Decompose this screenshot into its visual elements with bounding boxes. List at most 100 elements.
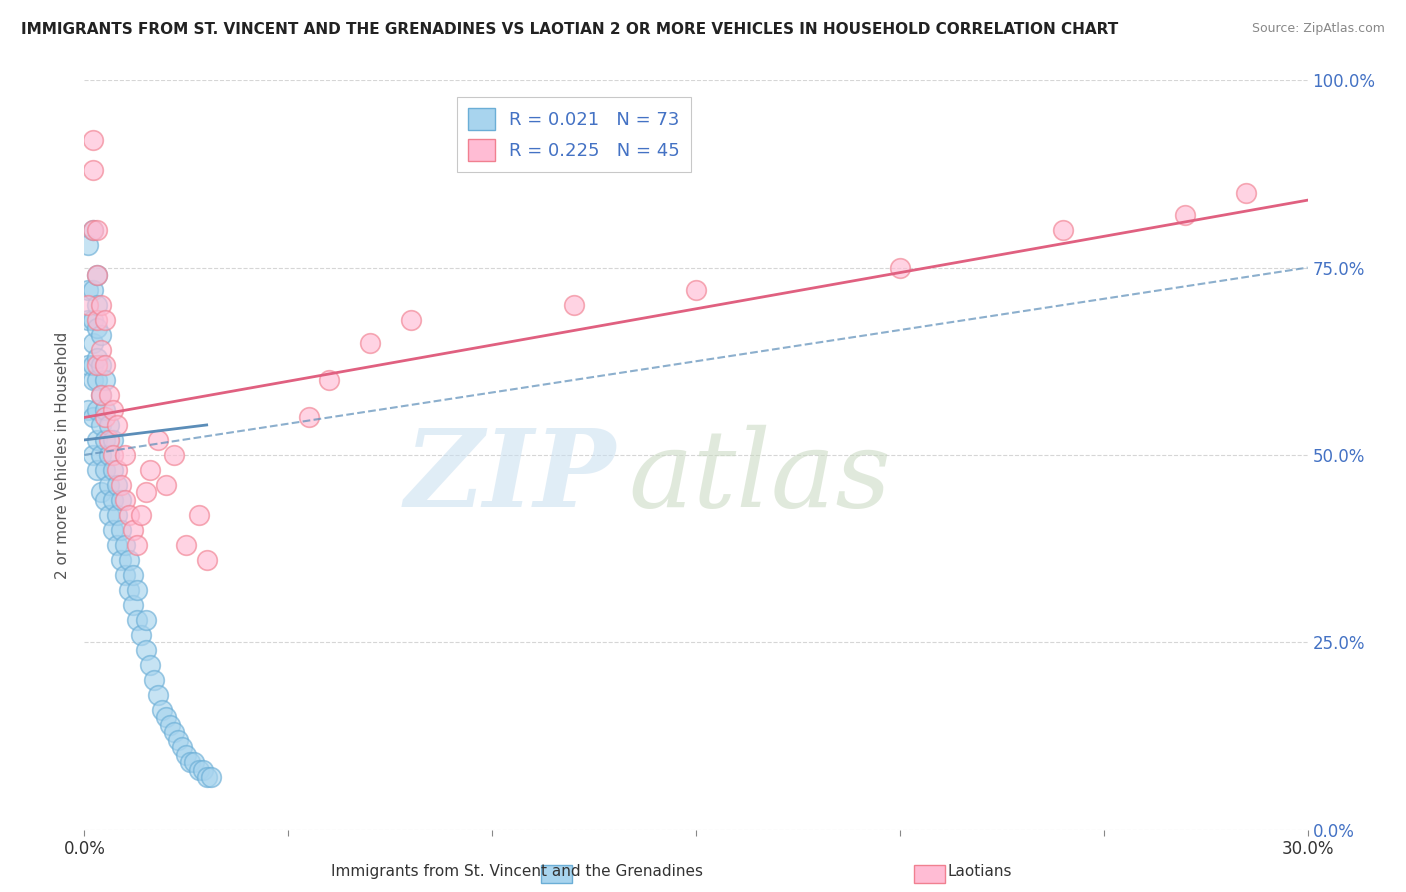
Y-axis label: 2 or more Vehicles in Household: 2 or more Vehicles in Household	[55, 331, 70, 579]
Point	[97, 448, 120, 462]
Point	[118, 508, 141, 522]
Point	[889, 260, 911, 275]
Point	[118, 582, 141, 597]
Point	[138, 657, 160, 672]
Point	[86, 298, 108, 312]
Point	[142, 673, 165, 687]
Point	[118, 553, 141, 567]
Point	[163, 725, 186, 739]
Point	[127, 538, 149, 552]
Point	[90, 298, 112, 312]
Point	[101, 492, 124, 507]
Text: Source: ZipAtlas.com: Source: ZipAtlas.com	[1251, 22, 1385, 36]
Point	[93, 313, 115, 327]
Point	[90, 388, 112, 402]
Point	[105, 538, 128, 552]
Point	[90, 328, 112, 343]
Point	[86, 358, 108, 372]
Text: Laotians: Laotians	[948, 863, 1012, 879]
Point	[93, 410, 115, 425]
Point	[195, 770, 218, 784]
Point	[359, 335, 381, 350]
Point	[110, 492, 132, 507]
Point	[110, 553, 132, 567]
Point	[86, 268, 108, 282]
Point	[163, 448, 186, 462]
Text: Immigrants from St. Vincent and the Grenadines: Immigrants from St. Vincent and the Gren…	[330, 863, 703, 879]
Point	[90, 448, 112, 462]
Point	[127, 613, 149, 627]
Point	[114, 567, 136, 582]
Point	[318, 373, 340, 387]
Point	[101, 433, 124, 447]
Point	[86, 320, 108, 334]
Point	[114, 538, 136, 552]
Point	[105, 463, 128, 477]
Point	[97, 478, 120, 492]
Point	[86, 403, 108, 417]
Point	[82, 283, 104, 297]
Point	[399, 313, 422, 327]
Point	[195, 553, 218, 567]
Point	[110, 478, 132, 492]
Legend: R = 0.021   N = 73, R = 0.225   N = 45: R = 0.021 N = 73, R = 0.225 N = 45	[457, 97, 690, 171]
Point	[685, 283, 707, 297]
Point	[122, 598, 145, 612]
Point	[86, 313, 108, 327]
Point	[82, 133, 104, 147]
Point	[77, 238, 100, 252]
Point	[82, 223, 104, 237]
Point	[1174, 208, 1197, 222]
Point	[110, 523, 132, 537]
Point	[77, 298, 100, 312]
Point	[187, 763, 209, 777]
Point	[93, 358, 115, 372]
Point	[174, 747, 197, 762]
Point	[77, 403, 100, 417]
Point	[86, 373, 108, 387]
Point	[155, 710, 177, 724]
Point	[101, 403, 124, 417]
Point	[122, 523, 145, 537]
Point	[179, 755, 201, 769]
Point	[174, 538, 197, 552]
Point	[86, 351, 108, 365]
Point	[138, 463, 160, 477]
Point	[135, 613, 157, 627]
Point	[127, 582, 149, 597]
Point	[183, 755, 205, 769]
Point	[86, 223, 108, 237]
Point	[82, 163, 104, 178]
Point	[90, 343, 112, 357]
Point	[146, 688, 169, 702]
Point	[1236, 186, 1258, 200]
Point	[82, 373, 104, 387]
Point	[77, 283, 100, 297]
Point	[93, 403, 115, 417]
Point	[200, 770, 222, 784]
Point	[159, 717, 181, 731]
Point	[97, 417, 120, 432]
Point	[172, 740, 194, 755]
Point	[82, 410, 104, 425]
Point	[101, 523, 124, 537]
Point	[77, 358, 100, 372]
Point	[187, 508, 209, 522]
Point	[82, 335, 104, 350]
Point	[131, 628, 153, 642]
Point	[167, 732, 190, 747]
Point	[82, 313, 104, 327]
Point	[93, 463, 115, 477]
Point	[135, 642, 157, 657]
Point	[77, 313, 100, 327]
Point	[105, 478, 128, 492]
Point	[101, 463, 124, 477]
Point	[146, 433, 169, 447]
Point	[135, 485, 157, 500]
Point	[93, 373, 115, 387]
Point	[86, 433, 108, 447]
Point	[105, 417, 128, 432]
Point	[97, 388, 120, 402]
Text: ZIP: ZIP	[405, 425, 616, 531]
Point	[298, 410, 321, 425]
